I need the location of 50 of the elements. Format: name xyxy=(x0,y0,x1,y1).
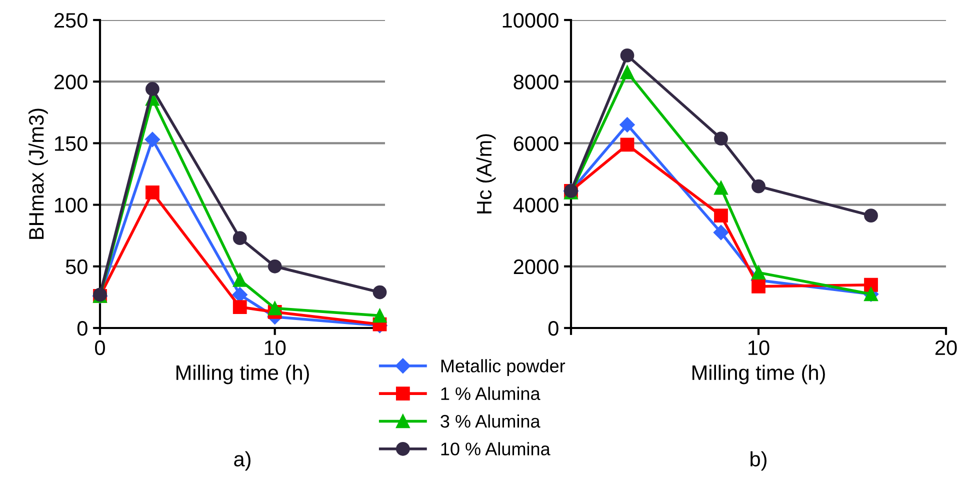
y-tick-label: 100 xyxy=(55,198,88,213)
legend-label: 1 % Alumina xyxy=(441,386,540,400)
point xyxy=(232,273,247,287)
y-tick-label: 150 xyxy=(55,136,88,151)
y-tick-label: 10000 xyxy=(502,13,558,28)
y-axis-title: BHmax (J/m3) xyxy=(28,108,48,239)
point xyxy=(146,82,160,96)
point xyxy=(620,48,634,62)
legend-label: 3 % Alumina xyxy=(440,414,540,428)
y-tick-label: 0 xyxy=(77,321,88,336)
text: a) xyxy=(234,451,250,471)
y-tick-label: 6000 xyxy=(514,136,558,151)
x-axis-title: Milling time (h) xyxy=(176,364,309,384)
point xyxy=(232,231,247,246)
y-tick-label: 8000 xyxy=(514,74,558,90)
point xyxy=(268,301,282,316)
point xyxy=(372,285,387,300)
text: b) xyxy=(750,451,766,471)
y-tick-label: 50 xyxy=(66,259,88,274)
point xyxy=(752,266,766,280)
x-tick-label: 10 xyxy=(748,340,770,356)
legend-label: 10 % Alumina xyxy=(441,442,550,456)
point xyxy=(752,179,766,194)
point xyxy=(864,278,878,292)
point xyxy=(268,259,282,274)
point xyxy=(144,132,160,148)
point xyxy=(713,224,729,240)
point xyxy=(620,117,635,132)
point xyxy=(864,208,878,223)
x-tick-label: 20 xyxy=(935,340,957,356)
point xyxy=(232,300,247,314)
point xyxy=(146,186,160,200)
y-tick-label: 2000 xyxy=(514,259,558,274)
x-tick-label: 0 xyxy=(95,340,105,356)
point xyxy=(232,287,248,302)
y-axis-title: Hc (A/m) xyxy=(476,134,496,214)
point xyxy=(714,208,728,223)
point xyxy=(752,279,766,294)
point xyxy=(372,308,387,323)
point xyxy=(714,180,728,195)
y-tick-label: 250 xyxy=(54,13,88,28)
y-tick-label: 200 xyxy=(54,74,88,90)
point xyxy=(620,138,634,152)
x-axis-title: Milling time (h) xyxy=(692,364,825,384)
point xyxy=(620,65,634,80)
y-tick-label: 0 xyxy=(548,321,558,336)
point xyxy=(714,132,728,146)
x-tick-label: 10 xyxy=(264,340,286,356)
legend-label: Metallic powder xyxy=(441,359,566,376)
y-tick-label: 4000 xyxy=(513,198,558,213)
